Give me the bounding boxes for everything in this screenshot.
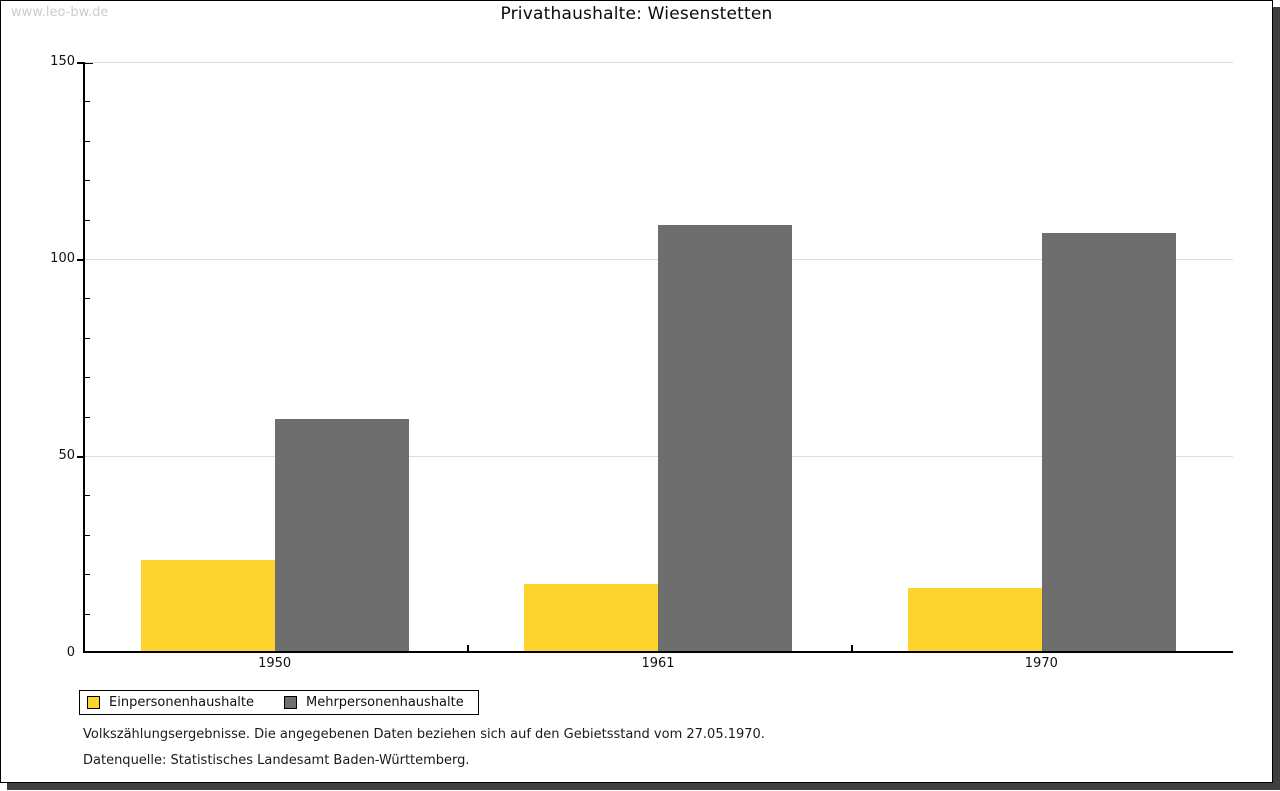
- y-minor-tick: [85, 574, 90, 576]
- bar-einpersonenhaushalte-1961: [524, 584, 659, 651]
- legend-swatch: [87, 696, 100, 709]
- y-minor-tick: [85, 219, 90, 221]
- chart-title: Privathaushalte: Wiesenstetten: [500, 4, 773, 24]
- gridline-y-150: [85, 62, 1233, 63]
- legend-label: Einpersonenhaushalte: [109, 695, 254, 710]
- legend-swatch: [284, 696, 297, 709]
- x-tick-label: 1961: [641, 656, 675, 671]
- y-minor-tick: [85, 377, 90, 379]
- watermark: www.leo-bw.de: [11, 5, 109, 20]
- x-category-tick: [467, 645, 470, 651]
- x-tick-label: 1950: [258, 656, 292, 671]
- note-datasource: Datenquelle: Statistisches Landesamt Bad…: [83, 753, 470, 768]
- y-major-tick: [77, 456, 83, 458]
- bar-mehrpersonenhaushalte-1950: [275, 418, 409, 651]
- y-major-tick: [77, 259, 83, 261]
- y-tick-label: 0: [66, 645, 75, 660]
- y-minor-tick: [85, 140, 90, 142]
- note-census: Volkszählungsergebnisse. Die angegebenen…: [83, 727, 765, 742]
- y-tick-label: 150: [50, 54, 75, 69]
- y-tick-label: 100: [50, 251, 75, 266]
- y-minor-tick: [85, 337, 90, 339]
- legend: Einpersonenhaushalte Mehrpersonenhaushalt…: [79, 690, 479, 715]
- y-tick-label: 50: [58, 448, 75, 463]
- legend-item: Einpersonenhaushalte: [87, 695, 254, 710]
- y-minor-tick: [85, 101, 90, 103]
- y-minor-tick: [85, 416, 90, 418]
- y-minor-tick: [85, 613, 90, 615]
- axis-top-tick: [85, 62, 93, 64]
- legend-label: Mehrpersonenhaushalte: [306, 695, 464, 710]
- bar-mehrpersonenhaushalte-1961: [658, 225, 793, 651]
- bar-einpersonenhaushalte-1950: [141, 560, 275, 651]
- y-major-tick: [77, 62, 83, 64]
- source-notes: Volkszählungsergebnisse. Die angegebenen…: [83, 727, 765, 779]
- plot-area: [77, 62, 1233, 653]
- bar-einpersonenhaushalte-1970: [907, 587, 1042, 651]
- y-minor-tick: [85, 534, 90, 536]
- y-axis-label: Anzahl: [0, 59, 1, 99]
- y-minor-tick: [85, 298, 90, 300]
- y-minor-tick: [85, 180, 90, 182]
- legend-item: Mehrpersonenhaushalte: [284, 695, 464, 710]
- y-minor-tick: [85, 495, 90, 497]
- x-tick-label: 1970: [1024, 656, 1058, 671]
- bar-mehrpersonenhaushalte-1970: [1041, 233, 1176, 651]
- x-category-tick: [850, 645, 853, 651]
